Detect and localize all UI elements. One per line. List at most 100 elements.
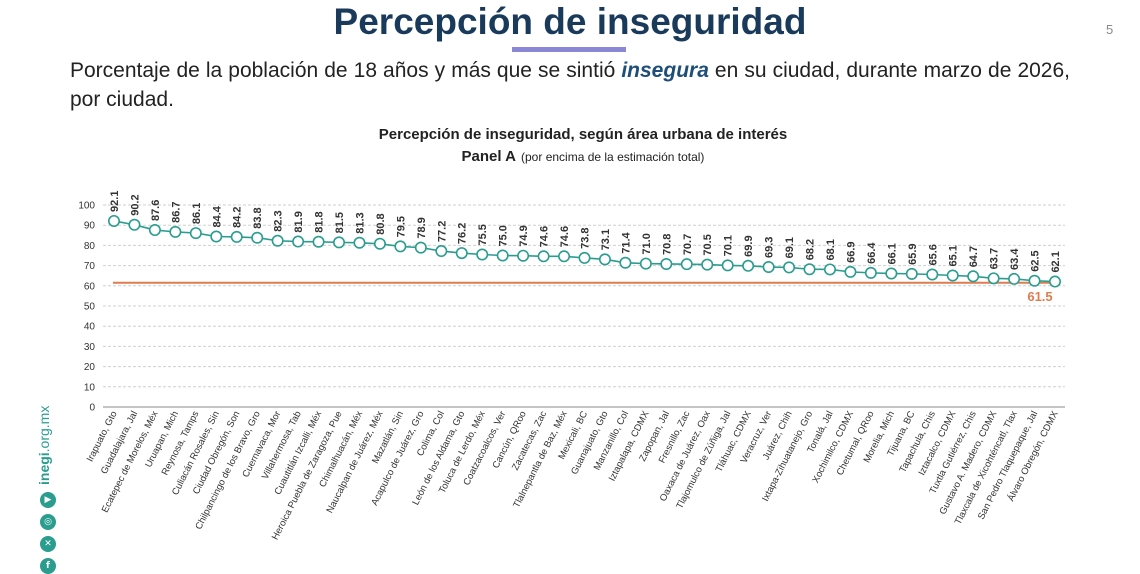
data-label: 70.8 [661,234,673,255]
data-point [189,227,202,240]
data-label: 66.4 [866,242,878,264]
data-point [639,257,652,270]
data-point [742,259,755,272]
data-point [1028,274,1041,287]
data-point [762,261,775,274]
y-tick-label: 0 [89,403,95,414]
data-point [312,235,325,248]
instagram-icon[interactable]: ◎ [40,514,56,530]
data-point [823,263,836,276]
data-point [128,218,141,231]
data-label: 86.1 [191,203,203,224]
y-tick-label: 80 [84,241,96,252]
description-highlight: insegura [621,59,709,82]
y-tick-label: 60 [84,281,96,292]
data-point [701,258,714,271]
gridlines [103,204,1065,388]
data-label: 90.2 [129,194,141,215]
data-point [885,267,898,280]
data-label: 65.9 [907,243,919,264]
data-label: 73.1 [600,229,612,250]
data-label: 73.8 [580,228,592,249]
data-label: 64.7 [968,246,980,267]
youtube-icon[interactable]: ▶ [40,492,56,508]
data-point [803,263,816,276]
data-point [967,270,980,283]
data-point [169,225,182,238]
data-label: 69.1 [784,237,796,258]
data-point [1049,275,1062,288]
data-label: 69.9 [743,235,755,256]
y-tick-label: 70 [84,261,96,272]
data-label: 81.8 [314,211,326,232]
data-point [537,250,550,263]
data-label: 82.3 [273,210,285,231]
data-label: 83.8 [252,207,264,228]
data-point [476,248,489,261]
data-point [496,249,509,262]
data-label: 74.6 [539,226,551,247]
data-point [905,267,918,280]
y-tick-label: 40 [84,322,96,333]
data-label: 84.4 [211,205,223,227]
data-point [946,269,959,282]
description-text-end: en su ciudad, durante marzo de 2026, por… [70,59,1070,111]
data-point [148,224,161,237]
title-underline [512,47,626,52]
data-point [680,258,693,271]
data-point [783,261,796,274]
chart-title: Percepción de inseguridad, según área ur… [379,126,787,143]
data-point [455,247,468,260]
data-point [1008,272,1021,285]
data-label: 71.0 [641,233,653,254]
data-point [721,259,734,272]
data-point [353,236,366,249]
data-labels: 92.1 90.2 87.6 86.7 86.1 84.4 84.2 83.8 82.3 81.9… [109,191,1062,273]
data-point [230,230,243,243]
data-label: 81.5 [334,212,346,233]
data-label: 86.7 [170,201,182,222]
y-tick-label: 50 [84,302,96,313]
x-icon[interactable]: ✕ [40,536,56,552]
data-point [271,234,284,247]
data-point [844,265,857,278]
data-label: 69.3 [764,237,776,258]
y-tick-label: 20 [84,362,96,373]
data-label: 70.1 [723,235,735,256]
data-label: 70.7 [682,234,694,255]
description-text: Porcentaje de la población de 18 años y … [70,59,622,82]
data-label: 62.1 [1050,251,1062,272]
data-point [864,266,877,279]
page-description: Porcentaje de la población de 18 años y … [70,56,1070,114]
data-label: 87.6 [150,200,162,221]
page-title: Percepción de inseguridad [333,1,807,42]
y-tick-label: 100 [78,201,95,212]
data-points [108,214,1062,288]
data-point [210,230,223,243]
data-label: 66.9 [845,241,857,262]
reference-label: 61.5 [1027,289,1052,304]
y-tick-label: 30 [84,342,96,353]
data-label: 78.9 [416,217,428,238]
data-label: 77.2 [436,221,448,242]
data-point [333,236,346,249]
data-label: 74.9 [518,225,530,246]
data-label: 68.1 [825,239,837,260]
data-label: 65.1 [948,245,960,266]
data-label: 74.6 [559,226,571,247]
data-label: 75.5 [477,224,489,245]
data-label: 75.0 [498,225,510,246]
data-label: 76.2 [457,223,469,244]
reference-line-group: 61.5 [113,281,1060,304]
data-label: 66.1 [886,243,898,264]
data-label: 65.6 [927,244,939,265]
data-label: 92.1 [109,191,121,212]
data-label: 81.9 [293,211,305,232]
y-tick-label: 90 [84,221,96,232]
data-label: 70.5 [702,234,714,255]
chart-subtitle-rest: (por encima de la estimación total) [521,150,704,164]
data-point [251,231,264,244]
data-point [292,235,305,248]
data-point [578,251,591,264]
